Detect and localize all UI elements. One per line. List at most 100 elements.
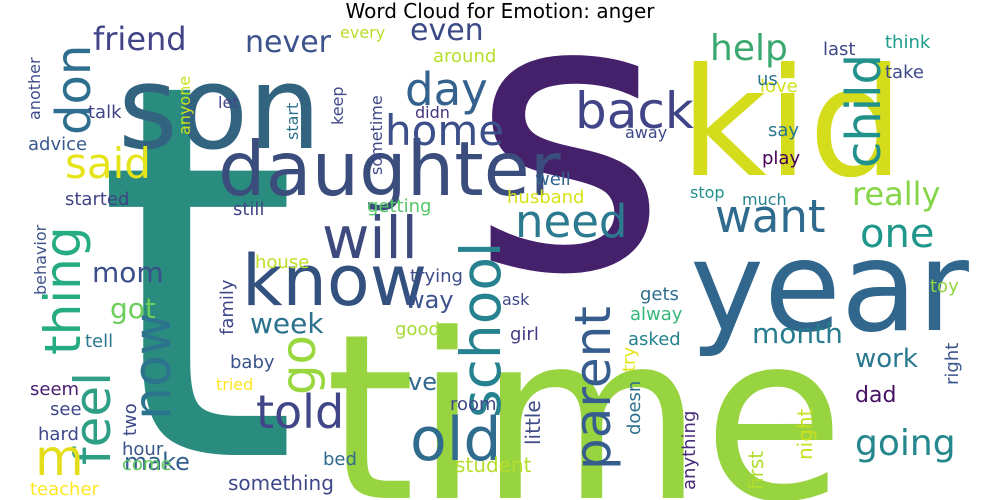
word-even: even	[410, 13, 484, 48]
word-hour: hour	[122, 439, 164, 460]
word-tell: tell	[85, 331, 113, 352]
word-daughter: daughter	[218, 125, 561, 213]
word-advice: advice	[28, 134, 87, 155]
word-home: home	[385, 106, 504, 155]
word-toy: toy	[930, 276, 959, 297]
word-something: something	[228, 471, 334, 495]
word-baby: baby	[230, 352, 275, 373]
word-tried: tried	[216, 375, 253, 394]
word-room: room	[450, 394, 497, 415]
word-make: make	[124, 448, 190, 476]
word-house: house	[255, 252, 309, 273]
word-husband: husband	[507, 187, 584, 208]
word-want: want	[715, 190, 826, 243]
word-still: still	[233, 199, 264, 220]
word-alway: alway	[630, 304, 683, 325]
word-time: time	[325, 286, 845, 500]
word-dad: dad	[855, 383, 896, 408]
word-bed: bed	[323, 449, 357, 470]
word-didn: didn	[415, 103, 450, 122]
word-friend: friend	[93, 20, 187, 58]
word-hard: hard	[38, 424, 79, 445]
word-got: got	[110, 292, 156, 325]
word-try: try	[619, 347, 640, 372]
word-one: one	[860, 211, 934, 257]
word-come: come	[122, 454, 172, 475]
word-think: think	[885, 32, 931, 53]
word-seem: seem	[30, 379, 79, 400]
word-first: first	[744, 451, 768, 490]
word-sometime: sometime	[367, 95, 386, 175]
word-let: let	[218, 93, 239, 112]
word-day: day	[405, 63, 488, 116]
word-said: said	[65, 139, 151, 188]
word-year: year	[690, 215, 969, 360]
word-week: week	[250, 307, 324, 340]
word-need: need	[515, 195, 627, 248]
word-away: away	[625, 123, 667, 142]
word-say: say	[768, 120, 799, 141]
word-take: take	[885, 62, 924, 83]
word-school: school	[449, 242, 513, 418]
word-night: night	[793, 408, 817, 460]
word-good: good	[395, 319, 440, 340]
word-parent: parent	[564, 306, 622, 470]
word-t: t	[95, 0, 299, 500]
word-month: month	[752, 317, 843, 350]
word-never: never	[245, 25, 332, 60]
word-much: much	[742, 190, 787, 209]
word-last: last	[823, 39, 855, 60]
word-doesn: doesn	[624, 381, 645, 435]
word-see: see	[50, 399, 82, 420]
word-help: help	[710, 28, 788, 69]
word-way: way	[405, 286, 454, 314]
word-play: play	[762, 148, 800, 169]
word-work: work	[855, 344, 918, 374]
word-stop: stop	[690, 183, 725, 202]
word-right: right	[942, 343, 963, 385]
word-keep: keep	[328, 86, 347, 125]
word-will: will	[322, 204, 418, 272]
word-talk: talk	[88, 102, 122, 123]
word-gets: gets	[640, 284, 679, 305]
word-anyone: anyone	[175, 76, 194, 135]
word-s: s	[470, 0, 668, 358]
word-around: around	[433, 46, 496, 67]
word-start: start	[283, 103, 302, 140]
word-going: going	[855, 423, 956, 464]
word-girl: girl	[510, 324, 539, 345]
word-family: family	[217, 279, 238, 335]
word-ask: ask	[502, 290, 530, 309]
word-getting: getting	[367, 196, 431, 217]
word-love: love	[760, 76, 798, 97]
word-told: told	[256, 385, 344, 439]
word-behavior: behavior	[31, 224, 50, 295]
word-child: child	[836, 54, 892, 168]
word-anything: anything	[679, 411, 700, 490]
word-now: now	[123, 313, 183, 420]
word-every: every	[340, 23, 385, 42]
word-really: really	[852, 175, 940, 213]
word-trying: trying	[410, 266, 463, 287]
word-ve: ve	[408, 368, 437, 396]
word-mom: mom	[92, 256, 164, 289]
word-student: student	[455, 453, 532, 477]
word-started: started	[65, 189, 129, 210]
word-old: old	[410, 405, 501, 475]
word-well: well	[535, 169, 571, 190]
word-thing: thing	[34, 226, 92, 355]
chart-title: Word Cloud for Emotion: anger	[345, 0, 655, 23]
word-teacher: teacher	[30, 479, 100, 500]
word-little: little	[521, 400, 545, 445]
word-son: son	[118, 42, 321, 176]
word-back: back	[575, 82, 694, 140]
word-us: us	[757, 69, 778, 90]
word-go: go	[271, 335, 327, 395]
word-asked: asked	[628, 329, 681, 350]
word-another: another	[25, 57, 44, 120]
word-know: know	[242, 240, 427, 322]
word-feel: feel	[64, 372, 122, 465]
word-don: don	[46, 45, 102, 135]
word-two: two	[120, 403, 141, 436]
